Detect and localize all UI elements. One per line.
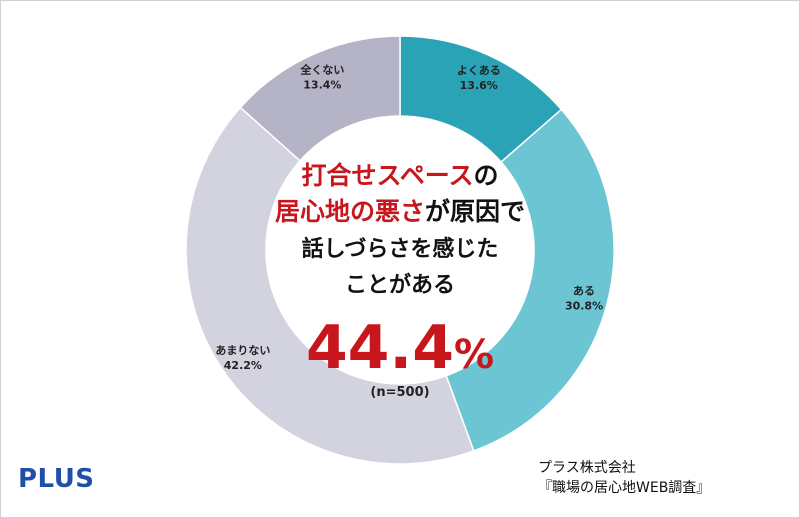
headline-percentage: 44.4% [306,313,494,383]
sample-size: (n=500) [370,385,429,400]
source-survey: 『職場の居心地WEB調査』 [538,480,711,496]
center-text-line-2: 居心地の悪さが原因で [275,197,525,226]
center-text-line-1: 打合せスペースの [301,161,498,190]
center-text-line-4: ことがある [345,272,455,298]
slice-label-4: 全くない 13.4% [299,63,344,92]
slice-label-2: ある 30.8% [565,284,603,312]
center-text-line-3: 話しづらさを感じた [302,236,499,262]
donut-slice-4 [239,35,401,162]
donut-slice-2 [445,108,615,452]
source-company: プラス株式会社 [538,460,636,476]
donut-slice-3 [185,106,475,465]
source-note: プラス株式会社 『職場の居心地WEB調査』 [538,458,778,498]
slice-label-3: あまりない 42.2% [215,344,270,372]
slice-label-1: よくある 13.6% [457,64,501,92]
plus-logo: PLUS [18,464,95,494]
